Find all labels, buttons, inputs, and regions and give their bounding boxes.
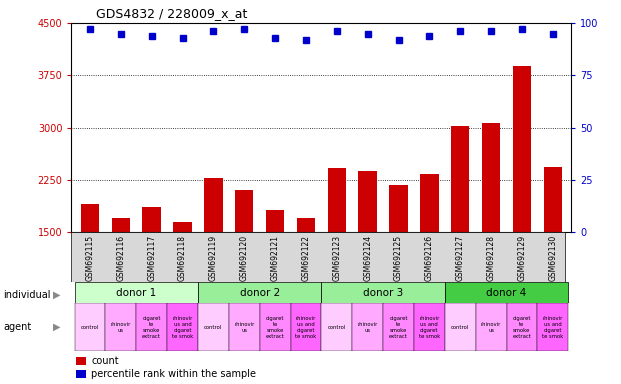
Text: ▶: ▶	[53, 322, 61, 332]
Text: GSM692130: GSM692130	[548, 235, 557, 281]
Bar	[106, 303, 136, 351]
Bar	[358, 171, 377, 232]
Bar	[142, 207, 161, 232]
Bar	[136, 303, 167, 351]
Text: GSM692117: GSM692117	[147, 235, 156, 281]
Text: GSM692128: GSM692128	[487, 235, 496, 281]
Bar	[537, 303, 568, 351]
Text: agent: agent	[3, 322, 31, 332]
Bar	[513, 66, 531, 232]
Bar	[291, 303, 322, 351]
Text: rhinovir
us: rhinovir us	[111, 322, 131, 333]
Text: cigaret
te
smoke
extract: cigaret te smoke extract	[389, 316, 408, 339]
Bar	[235, 190, 253, 232]
Bar	[198, 282, 322, 303]
Bar	[322, 282, 445, 303]
Bar	[76, 356, 86, 364]
Bar	[75, 282, 198, 303]
Bar	[352, 303, 383, 351]
Text: rhinovir
us and
cigaret
te smok: rhinovir us and cigaret te smok	[542, 316, 563, 339]
Bar	[297, 218, 315, 232]
Bar	[389, 185, 408, 232]
Text: GSM692118: GSM692118	[178, 235, 187, 281]
Text: rhinovir
us: rhinovir us	[481, 322, 501, 333]
Bar	[383, 303, 414, 351]
Text: rhinovir
us and
cigaret
te smok: rhinovir us and cigaret te smok	[172, 316, 193, 339]
Bar	[173, 222, 192, 232]
Text: donor 1: donor 1	[116, 288, 156, 298]
Text: GSM692120: GSM692120	[240, 235, 249, 281]
Text: donor 2: donor 2	[240, 288, 280, 298]
Text: GDS4832 / 228009_x_at: GDS4832 / 228009_x_at	[96, 7, 248, 20]
Text: GSM692129: GSM692129	[517, 235, 527, 281]
Text: control: control	[81, 325, 99, 330]
Bar	[445, 282, 568, 303]
Bar	[81, 204, 99, 232]
Bar	[229, 303, 260, 351]
Text: control: control	[451, 325, 469, 330]
Text: GSM692115: GSM692115	[86, 235, 94, 281]
Bar	[451, 126, 469, 232]
Bar	[543, 167, 562, 232]
Bar	[167, 303, 198, 351]
Bar	[322, 303, 352, 351]
Bar	[260, 303, 291, 351]
Text: donor 3: donor 3	[363, 288, 403, 298]
Bar	[112, 218, 130, 232]
Bar	[75, 303, 106, 351]
Text: rhinovir
us and
cigaret
te smok: rhinovir us and cigaret te smok	[419, 316, 440, 339]
Text: control: control	[328, 325, 346, 330]
Bar	[204, 178, 222, 232]
Text: cigaret
te
smoke
extract: cigaret te smoke extract	[266, 316, 284, 339]
Text: GSM692123: GSM692123	[332, 235, 342, 281]
Text: ▶: ▶	[53, 290, 61, 300]
Bar	[445, 303, 476, 351]
Text: GSM692122: GSM692122	[301, 235, 310, 281]
Bar	[414, 303, 445, 351]
Text: GSM692121: GSM692121	[271, 235, 279, 281]
Bar	[482, 124, 501, 232]
Text: GSM692116: GSM692116	[116, 235, 125, 281]
Text: rhinovir
us: rhinovir us	[358, 322, 378, 333]
Text: GSM692124: GSM692124	[363, 235, 372, 281]
Bar	[420, 174, 438, 232]
Text: count: count	[91, 356, 119, 366]
Bar	[476, 303, 507, 351]
Text: cigaret
te
smoke
extract: cigaret te smoke extract	[142, 316, 161, 339]
Bar	[327, 168, 346, 232]
Bar	[198, 303, 229, 351]
Text: rhinovir
us and
cigaret
te smok: rhinovir us and cigaret te smok	[296, 316, 317, 339]
Text: GSM692125: GSM692125	[394, 235, 403, 281]
Text: rhinovir
us: rhinovir us	[234, 322, 255, 333]
Text: control: control	[204, 325, 222, 330]
Text: percentile rank within the sample: percentile rank within the sample	[91, 369, 256, 379]
Text: GSM692126: GSM692126	[425, 235, 434, 281]
Text: donor 4: donor 4	[486, 288, 527, 298]
Text: GSM692119: GSM692119	[209, 235, 218, 281]
Text: GSM692127: GSM692127	[456, 235, 465, 281]
Bar	[507, 303, 537, 351]
Bar	[266, 210, 284, 232]
Text: individual: individual	[3, 290, 50, 300]
Bar	[76, 370, 86, 378]
Text: cigaret
te
smoke
extract: cigaret te smoke extract	[512, 316, 532, 339]
